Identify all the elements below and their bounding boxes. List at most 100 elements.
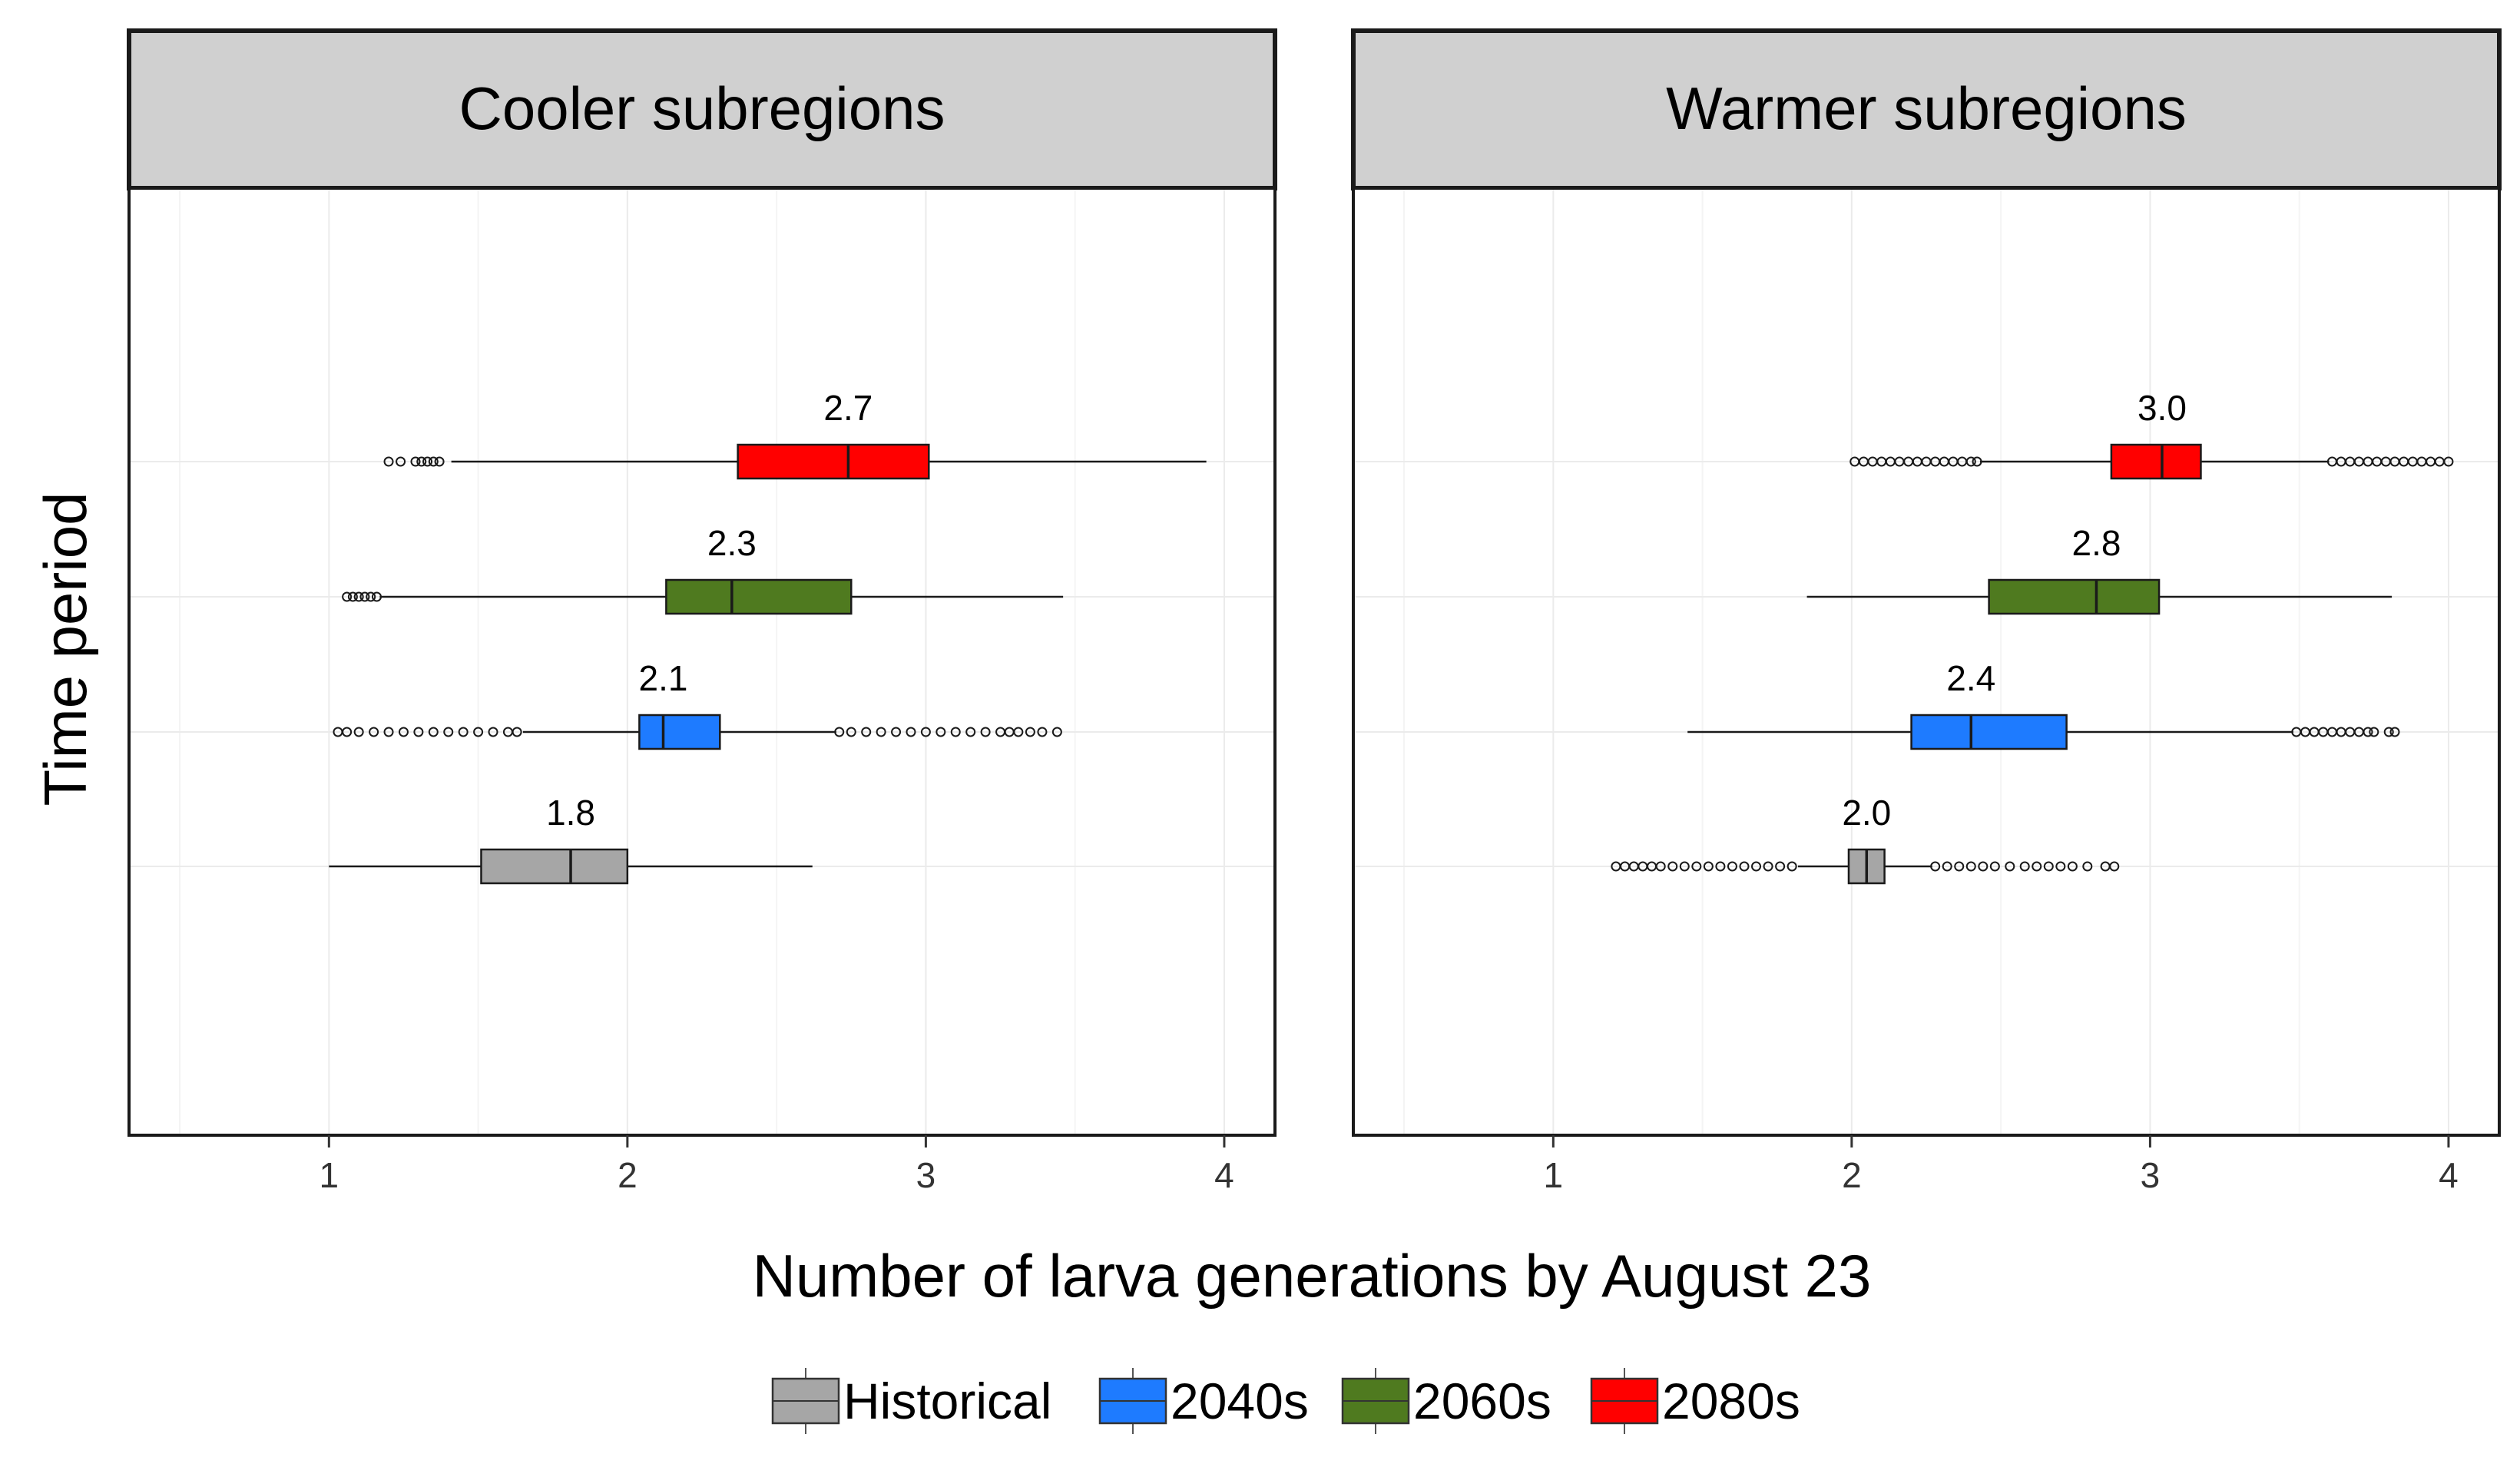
outlier-point <box>1727 861 1737 872</box>
outlier-point <box>342 591 353 602</box>
outlier-point <box>1787 861 1797 872</box>
outlier-point <box>834 727 845 737</box>
box-2080s: 2.7 <box>383 388 1207 480</box>
outlier-point <box>2369 727 2379 737</box>
outlier-point <box>1013 727 1024 737</box>
box-2060s: 2.3 <box>342 523 1064 615</box>
x-tick-label: 2 <box>1842 1155 1862 1195</box>
outlier-point <box>2383 727 2394 737</box>
outlier-point <box>2005 861 2015 872</box>
outlier-point <box>413 727 424 737</box>
outlier-point <box>434 456 445 467</box>
legend-label: 2060s <box>1413 1373 1551 1429</box>
legend-label: Historical <box>843 1373 1051 1429</box>
box-iqr <box>2110 443 2202 480</box>
y-axis-title: Time period <box>31 492 99 806</box>
outlier-point <box>876 727 886 737</box>
plot-area <box>129 188 1275 1135</box>
x-tick-label: 2 <box>618 1155 637 1195</box>
outlier-point <box>488 727 498 737</box>
outlier-point <box>353 727 364 737</box>
box-iqr <box>1988 578 2161 615</box>
outlier-point <box>861 727 872 737</box>
panel-border <box>1352 187 2501 1137</box>
outlier-point <box>1667 861 1678 872</box>
outlier-point <box>965 727 976 737</box>
x-tick-label: 4 <box>1214 1155 1234 1195</box>
legend-label: 2080s <box>1662 1373 1800 1429</box>
median-label: 2.4 <box>1946 658 1995 698</box>
outlier-point <box>1655 861 1666 872</box>
plot-area <box>1353 188 2499 1135</box>
outlier-point <box>383 456 394 467</box>
outlier-point <box>473 727 484 737</box>
outlier-point <box>371 591 382 602</box>
box-iqr <box>480 848 629 885</box>
outlier-point <box>1679 861 1690 872</box>
median-label: 3.0 <box>2138 388 2187 428</box>
outlier-point <box>1942 861 1952 872</box>
outlier-point <box>2363 727 2373 737</box>
box-iqr <box>1910 714 2068 750</box>
median-label: 2.7 <box>823 388 873 428</box>
outlier-point <box>383 727 394 737</box>
outlier-point <box>342 727 353 737</box>
median-label: 2.8 <box>2071 523 2121 563</box>
outlier-point <box>1972 456 1982 467</box>
outlier-point <box>1775 861 1786 872</box>
outlier-point <box>428 456 439 467</box>
box-historical: 1.8 <box>329 793 813 885</box>
outlier-point <box>1954 861 1965 872</box>
box-2040s: 2.1 <box>333 658 1062 750</box>
outlier-point <box>2043 861 2054 872</box>
outlier-point <box>846 727 856 737</box>
outlier-point <box>906 727 916 737</box>
box-2040s: 2.4 <box>1687 658 2400 750</box>
box-iqr <box>665 578 853 615</box>
outlier-point <box>891 727 902 737</box>
outlier-point <box>416 456 427 467</box>
median-label: 1.8 <box>546 793 595 833</box>
outlier-point <box>428 727 439 737</box>
outlier-point <box>1965 861 1976 872</box>
panel-border <box>127 187 1277 1137</box>
panel-1: Cooler subregions 1.8 2.1 2.3 2.7 1 2 3 4 <box>127 28 1277 1195</box>
outlier-point <box>396 456 406 467</box>
outlier-point <box>359 591 370 602</box>
box-iqr <box>737 443 930 480</box>
outlier-point <box>1703 861 1714 872</box>
legend-item-2040s: 2040s <box>1098 1368 1309 1434</box>
outlier-point <box>2019 861 2030 872</box>
outlier-point <box>1930 861 1941 872</box>
box-2080s: 3.0 <box>1849 388 2454 480</box>
x-tick-label: 4 <box>2439 1155 2459 1195</box>
median-label: 2.1 <box>639 658 688 698</box>
outlier-point <box>2055 861 2066 872</box>
outlier-point <box>2389 727 2400 737</box>
outlier-point <box>410 456 421 467</box>
outlier-point <box>1989 861 2000 872</box>
legend-label: 2040s <box>1171 1373 1309 1429</box>
outlier-point <box>920 727 931 737</box>
outlier-point <box>1037 727 1048 737</box>
outlier-point <box>1051 727 1062 737</box>
outlier-point <box>935 727 946 737</box>
outlier-point <box>2082 861 2093 872</box>
outlier-point <box>2032 861 2042 872</box>
x-tick-label: 1 <box>1544 1155 1564 1195</box>
panel-title: Cooler subregions <box>459 75 945 142</box>
panel-strip <box>1351 28 2502 190</box>
box-2060s: 2.8 <box>1806 523 2393 615</box>
outlier-point <box>1751 861 1762 872</box>
outlier-point <box>1025 727 1035 737</box>
outlier-point <box>2109 861 2120 872</box>
outlier-point <box>1739 861 1750 872</box>
outlier-point <box>950 727 961 737</box>
x-tick-label: 3 <box>916 1155 936 1195</box>
outlier-point <box>1978 861 1989 872</box>
outlier-point <box>422 456 433 467</box>
median-label: 2.3 <box>707 523 757 563</box>
